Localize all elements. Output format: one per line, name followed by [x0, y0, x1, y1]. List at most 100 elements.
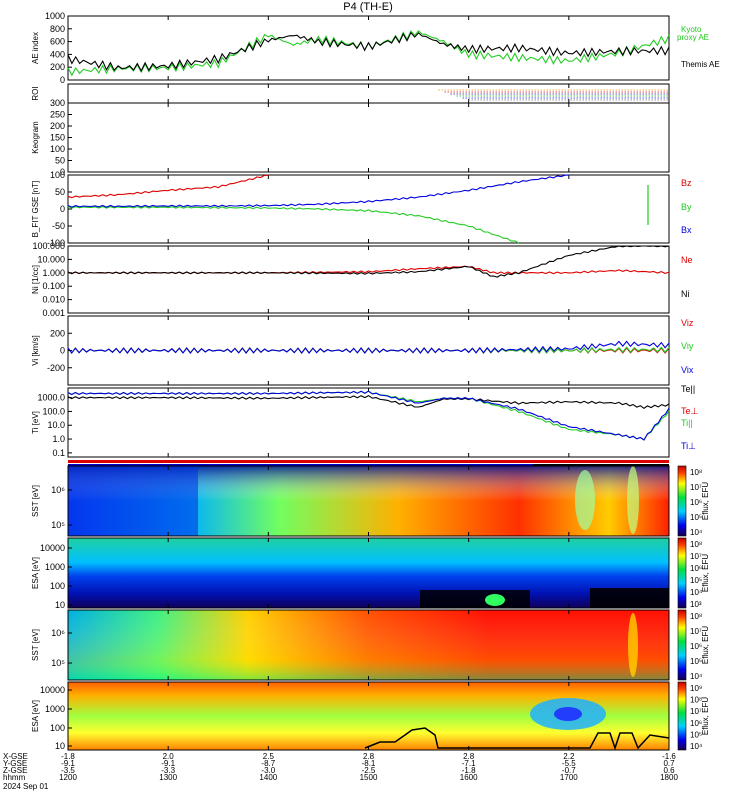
y-tick-label: 10	[55, 600, 65, 610]
x-tick-label: 2.8	[463, 752, 475, 761]
esa-elec-colorbar	[677, 681, 687, 751]
colorbar-label: Eflux, EFU	[701, 482, 710, 520]
y-axis-label: ESA [eV]	[31, 700, 40, 732]
y-axis-label: SST [eV]	[31, 485, 40, 517]
legend-entry: Ni	[681, 289, 690, 299]
legend-entry: Te⊥	[681, 406, 699, 416]
y-tick-label: 1000	[45, 562, 65, 572]
y-tick-label: 1000	[45, 11, 65, 21]
colorbar-tick: 10⁵	[690, 513, 702, 522]
colorbar-tick: 10⁴	[690, 742, 703, 751]
y-tick-label: 400	[50, 49, 65, 59]
bfit-panel-frame	[67, 174, 670, 244]
status-bar-black	[533, 464, 669, 466]
y-axis-label: Ti [eV]	[31, 411, 40, 434]
y-axis-label: Vi [km/s]	[31, 335, 40, 366]
y-tick-label: 0.1	[52, 448, 65, 458]
y-tick-label: 10⁶	[51, 628, 65, 638]
colorbar-tick: 10⁴	[690, 528, 703, 537]
colorbar-tick: 10⁸	[690, 612, 702, 621]
legend-entry: Kyoto	[681, 25, 702, 34]
legend-entry: Bz	[681, 178, 692, 188]
esa-ion-colorbar	[677, 537, 687, 609]
x-tick-label: -9.1	[61, 759, 75, 768]
colorbar-tick: 10⁵	[690, 576, 702, 585]
colorbar-tick: 10⁵	[690, 657, 702, 666]
x-axis-row-label: Y-GSE	[3, 759, 27, 768]
y-tick-label: 1000	[45, 704, 65, 714]
y-axis-label: Ni [1/cc]	[31, 265, 40, 294]
colorbar-tick: 10⁷	[690, 483, 702, 492]
x-axis-row-label: 2024 Sep 01	[3, 782, 49, 791]
y-tick-label: 0.100	[42, 281, 65, 291]
sst-elec-overlay	[68, 610, 669, 680]
y-tick-label: 200	[50, 121, 65, 131]
y-tick-label: 10.0	[47, 420, 65, 430]
ti-panel-frame	[67, 387, 670, 458]
y-tick-label: 10000	[40, 685, 65, 695]
esa-elec-spacecraft-potential	[364, 727, 670, 751]
legend-entry: Ti⊥	[681, 441, 696, 451]
y-tick-label: 100.000	[32, 241, 65, 251]
x-tick-label: 0.7	[663, 759, 675, 768]
x-axis-row-label: Z-GSE	[3, 766, 27, 775]
colorbar-tick: 10⁸	[690, 540, 702, 549]
x-tick-label: -5.5	[562, 759, 576, 768]
legend-entry: proxy AE	[677, 33, 709, 42]
y-tick-label: 150	[50, 133, 65, 143]
keogram-panel-frame	[67, 102, 670, 173]
colorbar-tick: 10⁷	[690, 627, 702, 636]
y-tick-label: 200	[50, 62, 65, 72]
series-line-ti	[67, 390, 670, 441]
series-line-te	[67, 394, 670, 409]
x-tick-label: -3.3	[161, 766, 175, 775]
plot-title: P4 (TH-E)	[343, 1, 393, 13]
status-bar-red	[68, 460, 669, 463]
y-tick-label: 200	[50, 328, 65, 338]
colorbar-tick: 10³	[690, 600, 702, 609]
y-tick-label: -200	[47, 363, 65, 373]
colorbar-tick: 10⁵	[690, 730, 702, 739]
y-tick-label: 100.0	[42, 406, 65, 416]
legend-entry: Vix	[681, 365, 694, 375]
sst-ion-feature	[575, 470, 595, 530]
x-tick-label: -1.8	[61, 752, 75, 761]
legend-entry: Themis AE	[681, 60, 720, 69]
x-tick-label: 2.5	[263, 752, 275, 761]
colorbar-tick: 10⁹	[690, 684, 702, 693]
ae-panel-frame	[67, 15, 670, 81]
y-tick-label: -100	[47, 238, 65, 248]
y-axis-label: ROI	[31, 86, 40, 100]
y-tick-label: 100	[50, 581, 65, 591]
x-tick-label: -9.1	[161, 759, 175, 768]
colorbar-tick: 10⁸	[690, 468, 702, 477]
y-axis-label: AE index	[31, 32, 40, 64]
legend-entry: Ti||	[681, 418, 693, 428]
x-tick-label: 1400	[259, 773, 277, 782]
sst-elec-colorbar	[677, 609, 687, 681]
y-tick-label: 300	[50, 98, 65, 108]
y-tick-label: 10000	[40, 543, 65, 553]
colorbar-tick: 10⁶	[690, 642, 702, 651]
colorbar-tick: 10⁸	[690, 696, 702, 705]
colorbar-tick: 10⁶	[690, 719, 702, 728]
legend-entry: Viy	[681, 341, 694, 351]
y-tick-label: 0.010	[42, 295, 65, 305]
y-tick-label: 0.001	[42, 308, 65, 318]
y-tick-label: 1.000	[42, 268, 65, 278]
y-tick-label: 10⁵	[51, 520, 65, 530]
x-tick-label: 2.8	[363, 752, 375, 761]
x-tick-label: 1500	[360, 773, 378, 782]
x-tick-label: -8.7	[261, 759, 275, 768]
y-tick-label: 1000.0	[37, 393, 65, 403]
esa-ion-dark-region	[590, 588, 669, 608]
x-tick-label: 1200	[59, 773, 77, 782]
x-tick-label: -0.7	[562, 766, 576, 775]
legend-entry: Ne	[681, 255, 693, 265]
colorbar-label: Eflux, EFU	[701, 697, 710, 735]
esa-elec-core	[554, 707, 582, 721]
x-tick-label: -1.8	[462, 766, 476, 775]
